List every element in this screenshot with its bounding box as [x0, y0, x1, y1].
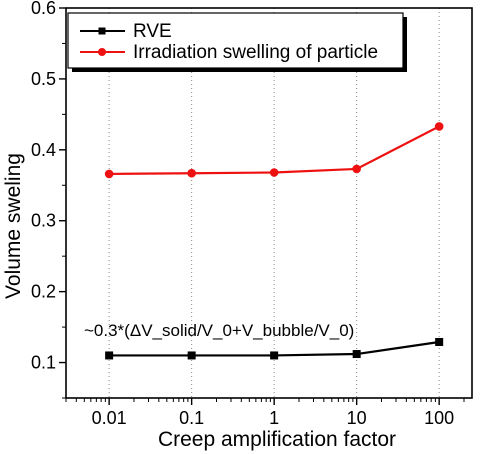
y-tick-label: 0.3 — [31, 211, 56, 231]
axis-ticks: 0.01 0.1 1 10 100 0.1 0.2 0.3 0.4 0.5 0.6 — [31, 0, 465, 428]
x-axis-title: Creep amplification factor — [158, 428, 396, 451]
x-tick-label: 100 — [424, 408, 454, 428]
x-tick-label: 1 — [269, 408, 279, 428]
y-tick-label: 0.1 — [31, 353, 56, 373]
y-axis-title: Volume sweling — [2, 153, 25, 299]
series-line-particle — [109, 125, 440, 176]
x-tick-label: 10 — [347, 408, 367, 428]
data-point-rve — [352, 350, 361, 359]
legend-square-marker-icon — [98, 27, 106, 35]
data-point-particle — [269, 168, 279, 177]
x-tick-label: 0.1 — [179, 408, 204, 428]
data-point-rve — [105, 351, 114, 360]
data-point-particle — [104, 169, 114, 179]
data-point-rve — [435, 337, 444, 346]
data-point-rve — [187, 351, 196, 360]
legend: RVE Irradiation swelling of particle — [67, 12, 407, 72]
y-tick-label: 0.2 — [31, 282, 56, 302]
grid-lines — [108, 8, 440, 398]
plot-frame — [65, 7, 473, 399]
legend-label-rve: RVE — [133, 21, 172, 42]
data-point-rve — [270, 351, 279, 360]
data-point-particle — [187, 168, 196, 178]
y-tick-label: 0.4 — [31, 140, 56, 160]
legend-box — [67, 12, 404, 69]
legend-label-particle: Irradiation swelling of particle — [133, 42, 378, 63]
y-tick-label: 0.6 — [31, 0, 56, 18]
annotation-label: ~0.3*(ΔV_solid/V_0+V_bubble/V_0) — [84, 321, 354, 340]
y-tick-label: 0.5 — [31, 69, 56, 89]
data-point-particle — [434, 122, 444, 131]
data-point-particle — [352, 164, 361, 174]
plot-series — [104, 122, 444, 360]
legend-circle-marker-icon — [98, 48, 106, 56]
x-tick-label: 0.01 — [92, 408, 127, 428]
